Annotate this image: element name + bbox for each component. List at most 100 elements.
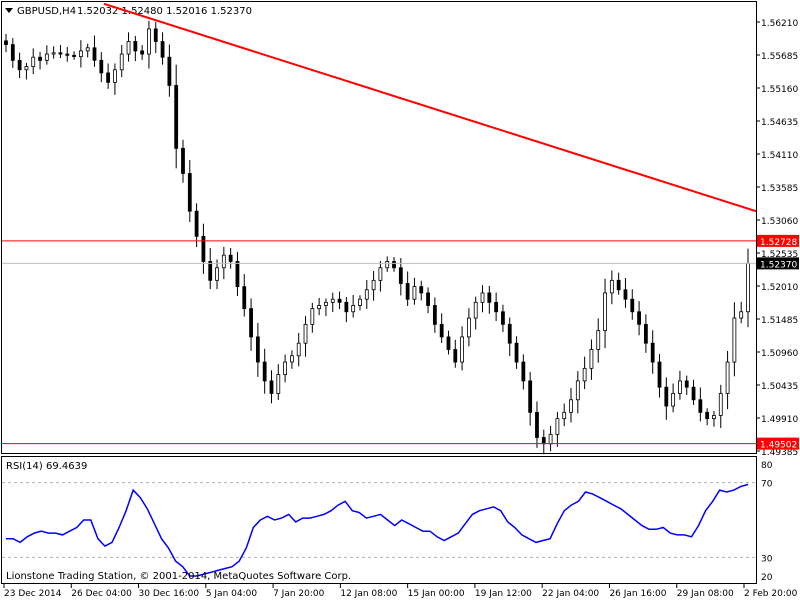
candle — [739, 301, 744, 324]
candle — [235, 251, 240, 296]
main-panel-frame — [1, 1, 757, 454]
candle-body-down — [514, 342, 519, 363]
price-tick-label: 1.54635 — [761, 118, 798, 128]
candle — [494, 292, 499, 321]
candle-body-up — [276, 374, 281, 394]
candle-body-up — [596, 330, 601, 350]
time-tick-label: 19 Jan 12:00 — [475, 589, 532, 599]
candle-body-up — [569, 399, 573, 413]
candle — [106, 63, 111, 89]
candle-body-down — [187, 173, 192, 212]
candle — [317, 297, 322, 316]
candle — [684, 375, 689, 395]
triangle-down-icon[interactable] — [5, 8, 13, 13]
candle-body-down — [432, 305, 437, 325]
rsi-indicator: 80 70 30 20 — [2, 461, 773, 583]
candle — [426, 287, 430, 314]
candle — [378, 261, 383, 292]
price-tick-label: 1.53060 — [761, 217, 798, 227]
candle-body-down — [453, 349, 458, 363]
candle — [99, 52, 104, 83]
candle — [371, 270, 376, 301]
rsi-tick-label: 20 — [761, 573, 773, 583]
price-tick-label: 1.52010 — [761, 283, 798, 293]
candle — [92, 35, 97, 67]
candle — [113, 63, 117, 95]
candle-body-up — [739, 311, 744, 319]
time-tick-label: 2 Feb 20:00 — [744, 589, 798, 599]
candle — [208, 247, 213, 290]
candle-body-up — [725, 361, 730, 394]
candle-body-down — [160, 41, 165, 58]
time-tick-label: 5 Jan 04:00 — [206, 589, 258, 599]
candle-body-down — [439, 323, 444, 338]
candle-body-up — [44, 53, 49, 61]
candle — [609, 270, 614, 305]
candle — [303, 316, 308, 357]
symbol-label: GBPUSD,H4 — [17, 6, 76, 17]
candle-body-up — [609, 279, 614, 294]
candle-body-down — [521, 361, 526, 382]
candle — [160, 32, 165, 65]
candle — [187, 160, 192, 222]
candle-body-up — [283, 361, 288, 376]
candle-body-down — [228, 254, 233, 262]
candle-body-down — [405, 283, 410, 300]
candle-body-down — [419, 286, 424, 294]
candle — [643, 314, 648, 353]
candle-body-up — [671, 393, 676, 407]
candle-body-up — [732, 317, 737, 363]
candle-body-down — [426, 292, 430, 306]
candle-body-down — [616, 279, 621, 291]
candle-body-up — [678, 380, 682, 394]
time-axis[interactable]: 23 Dec 2014 26 Dec 04:00 30 Dec 16:00 5 Jan… — [3, 584, 798, 599]
candle-body-up — [310, 308, 315, 325]
candle — [215, 259, 219, 290]
candle — [398, 258, 403, 296]
rsi-tick-label: 30 — [761, 554, 773, 564]
trendline[interactable] — [103, 2, 757, 213]
candle — [126, 32, 131, 62]
time-tick-label: 7 Jan 20:00 — [273, 589, 325, 599]
candle — [147, 20, 151, 69]
candle-body-up — [364, 289, 369, 300]
candle-body-down — [58, 52, 63, 55]
candle — [58, 44, 63, 59]
candle-body-up — [746, 262, 750, 313]
candle — [290, 350, 294, 369]
price-axis[interactable]: 1.56210 1.55685 1.55160 1.54635 1.54110 1.535… — [756, 19, 799, 458]
ohlc-label: 1.52032 1.52480 1.52016 1.52370 — [77, 6, 252, 17]
price-tick-label: 1.53585 — [761, 184, 798, 194]
candle-body-down — [17, 59, 22, 71]
candle — [514, 336, 519, 369]
candle — [85, 43, 90, 58]
candle-body-up — [371, 279, 376, 291]
candle — [453, 339, 458, 368]
candle-body-up — [351, 305, 356, 313]
candle-body-up — [480, 292, 485, 303]
price-tick-label: 1.54110 — [761, 151, 798, 161]
candle-body-up — [126, 41, 131, 55]
candle-body-down — [242, 286, 247, 310]
candle — [412, 277, 417, 305]
candle-body-up — [562, 411, 567, 420]
price-badge — [757, 437, 799, 450]
candle — [194, 203, 199, 247]
candle — [664, 377, 669, 420]
candle — [446, 330, 451, 355]
candle — [44, 45, 49, 65]
candle — [596, 318, 601, 363]
candle-body-down — [684, 380, 689, 388]
candle — [473, 296, 478, 330]
candle-body-down — [201, 235, 206, 262]
price-tick-label: 1.55160 — [761, 85, 798, 95]
candle-body-up — [119, 53, 124, 71]
candle — [10, 38, 15, 68]
candle-body-down — [507, 323, 512, 344]
candle — [51, 46, 56, 59]
candle — [296, 332, 301, 367]
candle — [72, 51, 76, 60]
time-tick-label: 26 Dec 04:00 — [71, 589, 132, 599]
candle — [718, 384, 723, 428]
